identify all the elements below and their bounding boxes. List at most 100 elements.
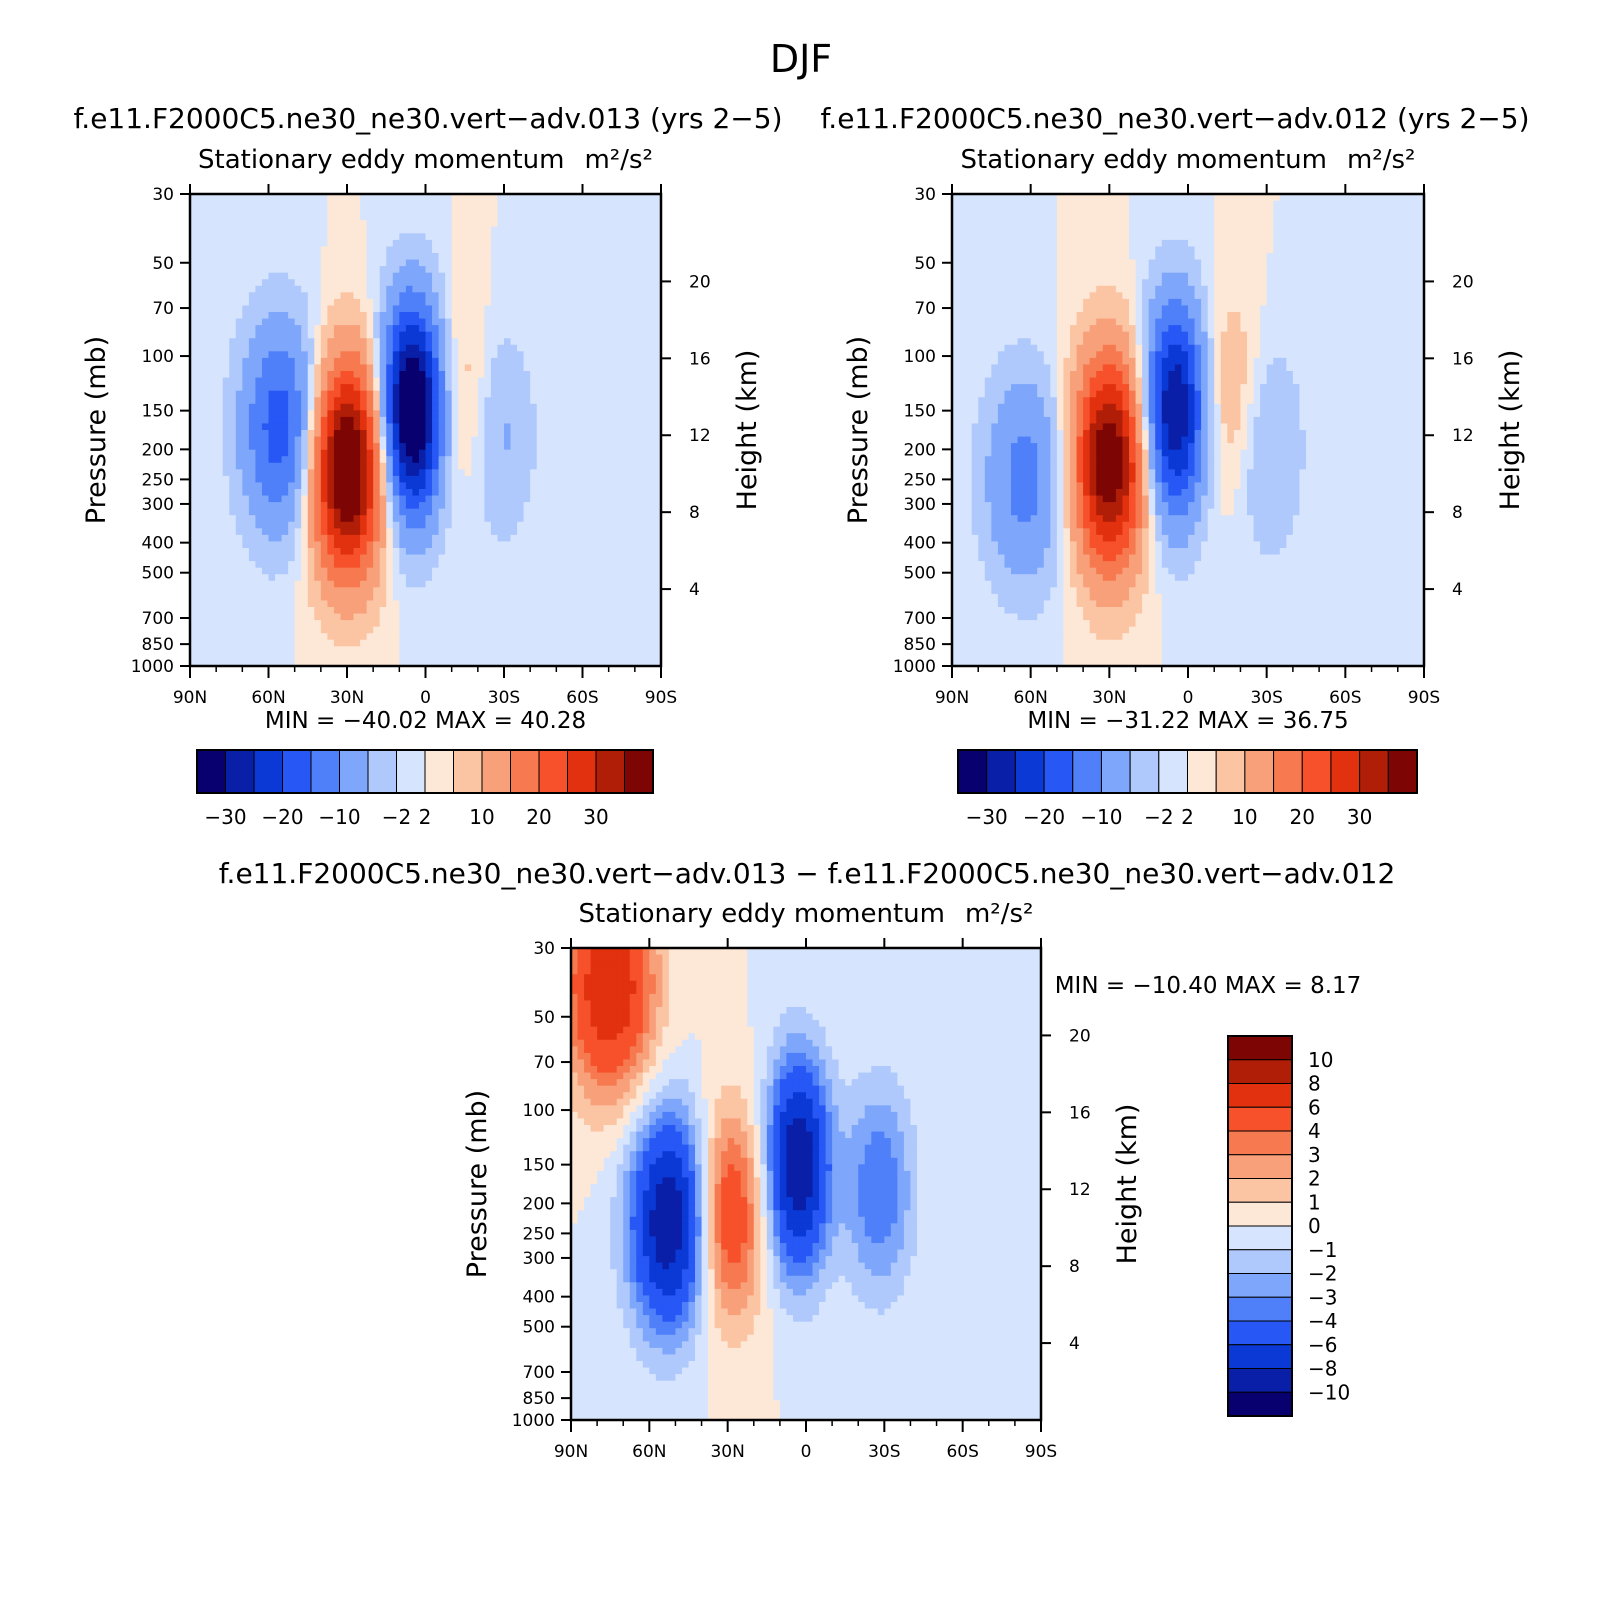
contour-cell bbox=[222, 548, 230, 556]
contour-cell bbox=[288, 298, 296, 307]
contour-cell bbox=[366, 600, 374, 608]
contour-cell bbox=[288, 279, 296, 287]
contour-cell bbox=[333, 430, 342, 438]
contour-cell bbox=[602, 423, 610, 431]
contour-cell bbox=[464, 469, 472, 477]
contour-cell bbox=[634, 534, 642, 543]
contour-cell bbox=[608, 246, 616, 254]
contour-cell bbox=[281, 462, 289, 470]
contour-cell bbox=[333, 207, 342, 215]
contour-cell bbox=[497, 207, 505, 215]
contour-cell bbox=[275, 233, 283, 241]
contour-cell bbox=[366, 462, 374, 470]
contour-cell bbox=[275, 541, 283, 549]
contour-cell bbox=[281, 298, 289, 307]
contour-cell bbox=[360, 410, 368, 418]
contour-cell bbox=[314, 541, 322, 549]
contour-cell bbox=[261, 436, 270, 444]
contour-cell bbox=[445, 607, 453, 615]
contour-cell bbox=[248, 646, 257, 654]
contour-cell bbox=[445, 521, 453, 529]
contour-cell bbox=[634, 613, 642, 621]
contour-cell bbox=[569, 416, 577, 425]
contour-cell bbox=[314, 305, 322, 313]
contour-cell bbox=[517, 554, 525, 562]
contour-cell bbox=[438, 430, 446, 438]
contour-cell bbox=[471, 325, 479, 333]
contour-cell bbox=[647, 495, 656, 503]
contour-cell bbox=[464, 416, 472, 425]
contour-cell bbox=[471, 213, 479, 221]
contour-cell bbox=[405, 325, 414, 333]
contour-cell bbox=[261, 390, 270, 398]
contour-cell bbox=[255, 567, 263, 575]
contour-cell bbox=[418, 528, 427, 536]
contour-cell bbox=[608, 548, 616, 556]
contour-cell bbox=[268, 285, 276, 293]
contour-cell bbox=[562, 259, 571, 267]
contour-cell bbox=[216, 521, 224, 529]
contour-cell bbox=[261, 331, 270, 339]
contour-cell bbox=[248, 390, 257, 398]
contour-cell bbox=[608, 495, 616, 503]
contour-cell bbox=[196, 371, 204, 379]
contour-cell bbox=[615, 384, 623, 392]
contour-cell bbox=[490, 469, 499, 477]
contour-cell bbox=[399, 561, 407, 569]
contour-cell bbox=[595, 325, 603, 333]
contour-cell bbox=[288, 364, 296, 372]
contour-cell bbox=[347, 298, 355, 307]
contour-cell bbox=[549, 534, 557, 543]
contour-cell bbox=[216, 253, 224, 261]
contour-cell bbox=[647, 534, 656, 543]
contour-cell bbox=[562, 364, 571, 372]
contour-cell bbox=[536, 554, 544, 562]
contour-cell bbox=[248, 495, 257, 503]
contour-cell bbox=[379, 239, 387, 248]
contour-cell bbox=[392, 213, 400, 221]
contour-cell bbox=[477, 633, 485, 641]
contour-cell bbox=[464, 502, 472, 510]
contour-cell bbox=[320, 351, 328, 359]
contour-cell bbox=[569, 613, 577, 621]
contour-cell bbox=[196, 607, 204, 615]
contour-cell bbox=[405, 626, 414, 634]
contour-cell bbox=[294, 607, 302, 615]
contour-cell bbox=[340, 371, 348, 379]
contour-cell bbox=[379, 639, 387, 647]
contour-cell bbox=[314, 626, 322, 634]
contour-cell bbox=[392, 371, 400, 379]
contour-cell bbox=[536, 600, 544, 608]
contour-cell bbox=[556, 272, 564, 280]
contour-cell bbox=[575, 338, 584, 346]
contour-cell bbox=[589, 397, 597, 405]
contour-cell bbox=[530, 469, 538, 477]
contour-cell bbox=[615, 475, 623, 484]
contour-cell bbox=[615, 567, 623, 575]
contour-cell bbox=[314, 580, 322, 588]
contour-cell bbox=[464, 534, 472, 543]
contour-cell bbox=[196, 600, 204, 608]
contour-cell bbox=[418, 548, 427, 556]
contour-cell bbox=[301, 443, 309, 451]
contour-cell bbox=[510, 541, 518, 549]
contour-cell bbox=[477, 246, 485, 254]
contour-cell bbox=[301, 561, 309, 569]
contour-cell bbox=[569, 639, 577, 647]
contour-cell bbox=[353, 239, 361, 248]
contour-cell bbox=[432, 469, 440, 477]
contour-cell bbox=[425, 305, 433, 313]
contour-cell bbox=[248, 416, 257, 425]
contour-cell bbox=[523, 449, 531, 457]
contour-cell bbox=[235, 351, 243, 359]
contour-cell bbox=[314, 390, 322, 398]
contour-cell bbox=[268, 475, 276, 484]
contour-cell bbox=[451, 449, 459, 457]
contour-cell bbox=[320, 607, 328, 615]
contour-cell bbox=[190, 580, 198, 588]
contour-cell bbox=[229, 528, 237, 536]
contour-cell bbox=[484, 482, 492, 490]
contour-cell bbox=[497, 239, 505, 248]
contour-cell bbox=[190, 436, 198, 444]
contour-cell bbox=[235, 233, 243, 241]
